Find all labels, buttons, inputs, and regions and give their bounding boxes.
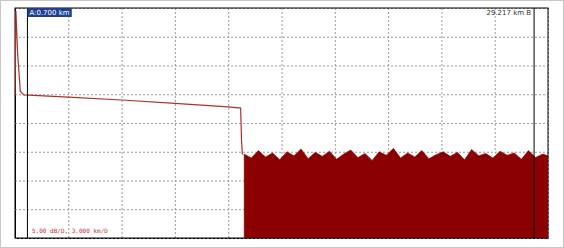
cursor-label-box: [27, 8, 71, 17]
y-grid-line: [15, 66, 548, 67]
cursor-line: [534, 8, 535, 238]
trace-area: [244, 148, 548, 238]
y-tick: [15, 152, 548, 153]
y-tick: [15, 123, 548, 124]
cursor-label: A:0.700 km: [29, 9, 69, 17]
y-axis: [15, 9, 548, 239]
y-tick: [15, 94, 548, 95]
scale-label: 5.00 dB/D, 3.000 km/D: [32, 227, 108, 234]
y-grid-line: [15, 123, 548, 124]
plot-frame: [15, 8, 548, 238]
y-grid-line: [15, 94, 548, 95]
x-grid-line: [122, 8, 123, 238]
cursor-label: 29.217 km B: [486, 9, 531, 17]
background: [1, 1, 564, 248]
x-axis: [16, 8, 549, 239]
y-grid-line: [15, 37, 548, 38]
y-tick: [15, 37, 548, 38]
chart: A:0.700 km 29.217 km B 5.00 dB/D, 3.000 km…: [0, 0, 564, 248]
marks: [15, 8, 548, 238]
cursor-line: [27, 8, 28, 238]
x-tick: [122, 8, 123, 238]
trace-line: [15, 11, 242, 155]
y-tick: [15, 66, 548, 67]
y-grid-line: [15, 152, 548, 153]
